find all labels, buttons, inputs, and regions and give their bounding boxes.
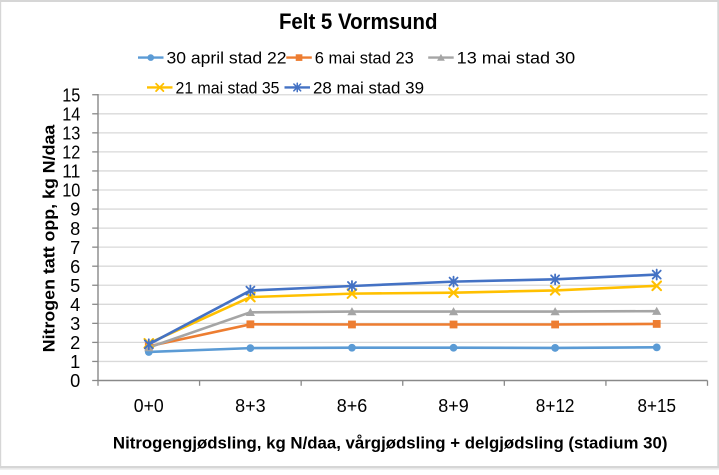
svg-text:5: 5 — [70, 276, 80, 296]
svg-text:21 mai stad 35: 21 mai stad 35 — [176, 79, 280, 97]
svg-text:7: 7 — [70, 238, 80, 258]
svg-text:12: 12 — [62, 143, 80, 163]
svg-text:1: 1 — [70, 352, 80, 372]
svg-text:11: 11 — [62, 162, 80, 182]
svg-text:6: 6 — [70, 257, 80, 277]
svg-text:8+12: 8+12 — [536, 396, 575, 416]
svg-text:8+3: 8+3 — [235, 396, 266, 416]
svg-text:8+9: 8+9 — [438, 396, 469, 416]
svg-text:13 mai stad 30: 13 mai stad 30 — [457, 50, 576, 68]
svg-text:2: 2 — [70, 333, 80, 353]
svg-text:15: 15 — [62, 85, 80, 105]
svg-text:8+6: 8+6 — [337, 396, 368, 416]
svg-text:3: 3 — [70, 314, 80, 334]
svg-text:4: 4 — [70, 295, 80, 315]
svg-text:28 mai stad 39: 28 mai stad 39 — [313, 79, 424, 97]
svg-text:30 april stad 22: 30 april stad 22 — [167, 50, 287, 68]
svg-text:0: 0 — [70, 371, 80, 391]
svg-text:8: 8 — [70, 219, 80, 239]
svg-text:14: 14 — [62, 104, 80, 124]
svg-text:Felt 5 Vormsund: Felt 5 Vormsund — [279, 9, 438, 34]
svg-text:10: 10 — [62, 181, 80, 201]
svg-text:Nitrogen tatt opp, kg N/daa: Nitrogen tatt opp, kg N/daa — [41, 124, 59, 353]
svg-text:13: 13 — [62, 124, 80, 144]
svg-text:6 mai stad 23: 6 mai stad 23 — [315, 50, 414, 68]
svg-text:9: 9 — [70, 200, 80, 220]
svg-text:8+15: 8+15 — [637, 396, 676, 416]
svg-text:0+0: 0+0 — [134, 396, 164, 416]
svg-text:Nitrogengjødsling, kg N/daa, v: Nitrogengjødsling, kg N/daa, vårgjødslin… — [113, 433, 668, 452]
